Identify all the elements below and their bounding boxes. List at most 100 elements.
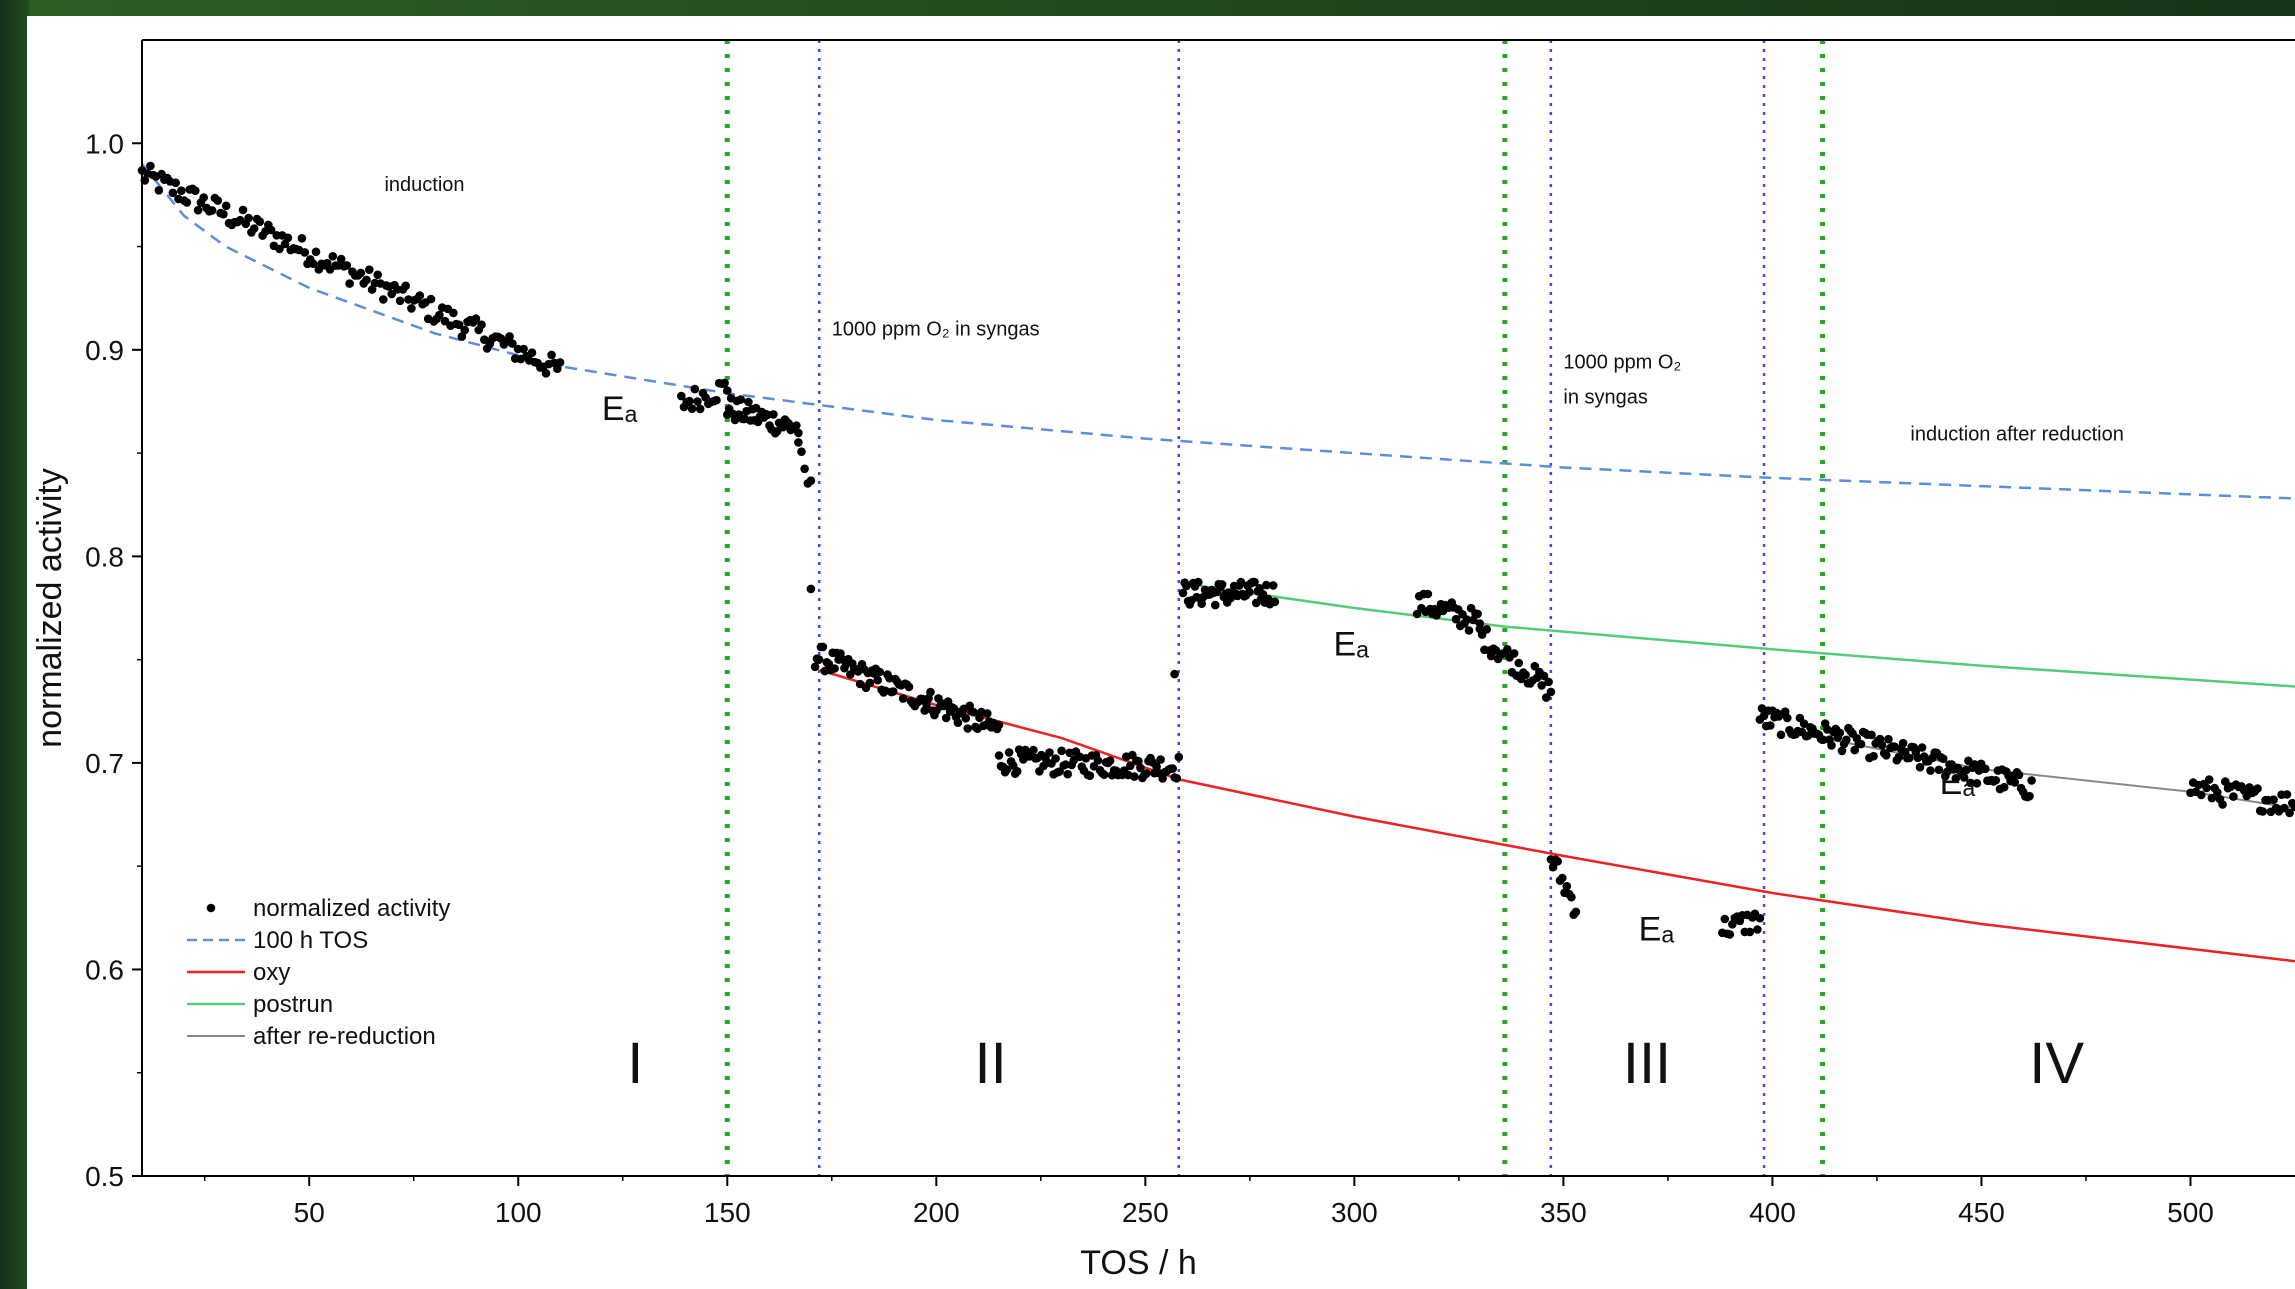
data-point: [2025, 791, 2034, 801]
data-point: [308, 259, 318, 268]
data-point: [898, 694, 908, 703]
data-point: [395, 296, 405, 306]
data-point: [994, 720, 1004, 730]
data-point: [1753, 925, 1762, 934]
data-point: [1085, 771, 1095, 780]
data-point: [1818, 735, 1828, 745]
data-point: [1002, 765, 1012, 774]
data-point: [1126, 761, 1135, 771]
data-point: [1544, 677, 1553, 687]
data-point: [1964, 756, 1973, 766]
data-point: [238, 205, 248, 215]
axes: [132, 39, 2295, 1186]
data-point: [794, 438, 803, 447]
data-point: [2290, 802, 2295, 812]
x-axis-title: TOS / h: [1080, 1244, 1197, 1282]
data-point: [1178, 588, 1188, 598]
data-point: [1029, 745, 1038, 755]
data-point: [449, 308, 458, 318]
data-point: [1882, 751, 1891, 760]
x-tick-label: 150: [704, 1197, 751, 1228]
data-point: [961, 714, 971, 723]
annotation-roman: IV: [2029, 1031, 2084, 1096]
annotation-ea: Eₐ: [1940, 764, 1976, 802]
data-point: [345, 279, 354, 288]
data-point: [1938, 754, 1948, 763]
data-point: [191, 186, 200, 195]
data-point: [311, 247, 321, 257]
data-point: [1004, 748, 1014, 757]
data-point: [300, 248, 310, 257]
data-point: [460, 325, 470, 335]
data-point: [830, 664, 839, 673]
data-point: [508, 339, 517, 348]
data-point: [1972, 779, 1982, 788]
data-point: [177, 186, 186, 195]
data-point: [1999, 782, 2009, 792]
data-point: [1182, 581, 1191, 591]
data-point: [969, 707, 978, 717]
data-point: [1509, 649, 1519, 658]
data-point: [2202, 783, 2211, 793]
data-point: [1867, 730, 1876, 740]
tick-labels: 50 100 150 200 250 300 350 400 450 500 0.5 0.6 0.7 0.…: [85, 128, 2214, 1228]
legend: normalized activity 100 h TOS oxy postrun af…: [187, 895, 450, 1050]
data-point: [1542, 693, 1551, 702]
data-point: [1105, 756, 1115, 765]
data-point: [379, 295, 388, 304]
data-point: [249, 224, 259, 233]
data-point: [723, 386, 732, 395]
annotation-small: induction: [384, 174, 464, 196]
y-tick-label: 1.0: [85, 128, 124, 159]
data-point: [356, 268, 366, 278]
data-point: [1063, 769, 1072, 779]
data-point: [297, 234, 307, 243]
data-point: [693, 397, 702, 406]
data-point: [1546, 687, 1556, 697]
fit-curve-oxy: [818, 668, 2295, 963]
data-point: [2269, 795, 2278, 804]
annotation-ea: Eₐ: [1639, 911, 1675, 949]
x-tick-label: 450: [1958, 1197, 2005, 1228]
data-point: [1571, 907, 1581, 917]
data-point: [1051, 754, 1060, 763]
data-point: [547, 350, 556, 360]
data-point: [1245, 587, 1254, 597]
data-point: [695, 404, 705, 414]
data-point: [2207, 793, 2217, 803]
x-tick-label: 400: [1749, 1197, 1796, 1228]
data-point: [1799, 719, 1809, 728]
data-point: [1951, 774, 1961, 783]
data-point: [1766, 721, 1775, 730]
data-point: [1539, 671, 1549, 681]
data-point: [797, 447, 806, 457]
data-point: [1991, 776, 2001, 785]
data-point: [1197, 599, 1206, 608]
data-point: [810, 662, 820, 672]
data-point: [328, 252, 338, 261]
data-point: [1917, 743, 1927, 752]
data-point: [373, 270, 383, 280]
data-point: [1548, 862, 1558, 872]
data-point: [1842, 735, 1851, 745]
y-tick-label: 0.6: [85, 954, 124, 985]
data-point: [199, 193, 208, 202]
data-point: [2014, 770, 2024, 780]
x-tick-label: 500: [2167, 1197, 2214, 1228]
region-divider-lines: [724, 40, 1826, 1176]
legend-label: normalized activity: [253, 895, 450, 922]
data-point: [1142, 769, 1151, 778]
data-point: [1055, 767, 1064, 776]
fit-curves: [141, 163, 2295, 963]
x-tick-label: 350: [1540, 1197, 1587, 1228]
data-point: [477, 320, 486, 330]
data-point: [904, 682, 914, 692]
data-point: [1934, 765, 1944, 775]
data-point: [690, 384, 700, 394]
data-point: [1451, 614, 1461, 624]
data-point: [1562, 881, 1572, 891]
annotation-roman: II: [975, 1031, 1007, 1096]
annotation-roman: I: [627, 1031, 643, 1096]
data-point: [806, 476, 816, 486]
data-point: [527, 348, 537, 358]
